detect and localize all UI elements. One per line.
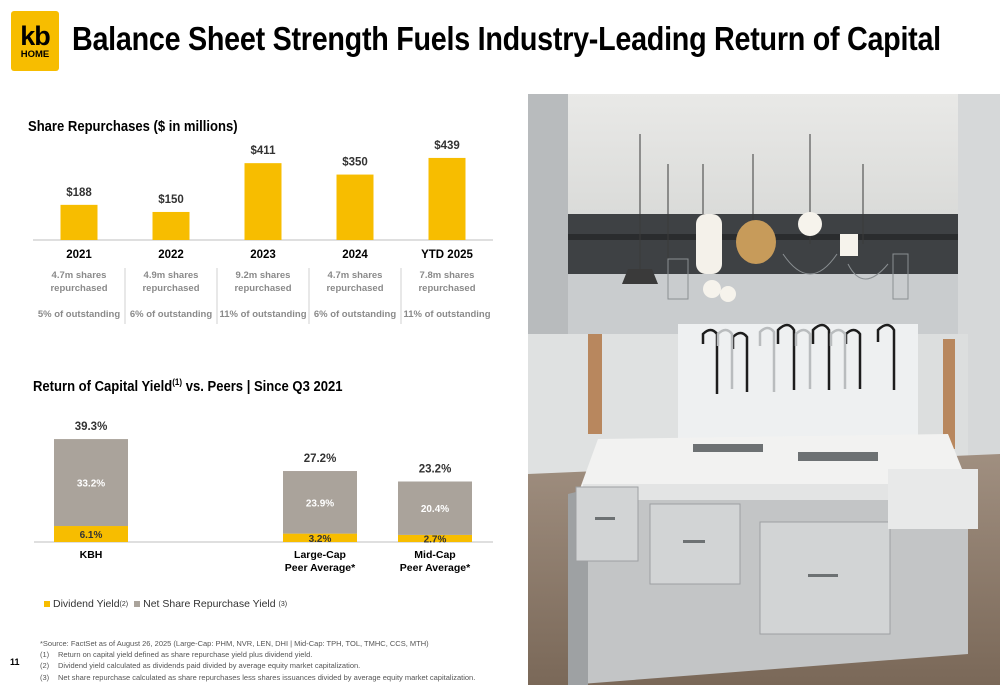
repurchase-category-label: 2022 xyxy=(158,249,184,261)
dividend-yield-bar xyxy=(283,533,357,542)
total-yield-label: 27.2% xyxy=(304,453,337,465)
repurchase-value-label: $439 xyxy=(434,140,460,152)
legend-dividend-swatch xyxy=(44,601,50,607)
repurchase-yield-label: 20.4% xyxy=(421,504,449,515)
dividend-yield-bar xyxy=(398,534,472,542)
legend-dividend-label: Dividend Yield xyxy=(53,598,120,610)
legend-dividend-footnote: (2) xyxy=(119,600,129,608)
repurchase-category-label: YTD 2025 xyxy=(421,249,473,261)
yield-chart-title: Return of Capital Yield(1) vs. Peers | S… xyxy=(33,377,342,395)
dividend-yield-bar xyxy=(54,526,128,542)
repurchase-value-label: $411 xyxy=(251,145,277,157)
footnote-number: (1) xyxy=(40,650,50,660)
legend-repurchase-label: Net Share Repurchase Yield xyxy=(143,598,276,610)
footnote-text: Return on capital yield defined as share… xyxy=(58,650,313,660)
kb-home-logo: kb HOME xyxy=(11,11,59,71)
dividend-yield-label: 6.1% xyxy=(80,530,103,541)
repurchase-chart-title: Share Repurchases ($ in millions) xyxy=(28,119,238,135)
page-title: Balance Sheet Strength Fuels Industry-Le… xyxy=(72,20,941,57)
shares-repurchased-line1: 4.9m shares xyxy=(144,270,199,281)
legend-repurchase-footnote: (3) xyxy=(278,600,288,608)
repurchase-value-label: $150 xyxy=(158,194,184,206)
logo-home-text: HOME xyxy=(20,48,50,60)
shares-repurchased-line1: 7.8m shares xyxy=(420,270,475,281)
footnote-3: (3) Net share repurchase calculated as sh… xyxy=(40,672,475,683)
shares-repurchased-line2: repurchased xyxy=(418,283,475,294)
repurchase-bar xyxy=(60,204,98,240)
legend-repurchase-swatch xyxy=(134,601,141,607)
repurchase-bar xyxy=(336,174,374,240)
yield-category-label: Peer Average* xyxy=(400,562,471,574)
repurchase-value-label: $188 xyxy=(66,187,92,199)
dividend-yield-label: 2.7% xyxy=(424,534,447,545)
repurchase-yield-bar xyxy=(54,439,128,527)
shares-repurchased-line2: repurchased xyxy=(50,283,107,294)
kitchen-showroom-photo xyxy=(528,94,1000,685)
yield-category-label: KBH xyxy=(80,549,103,561)
footnotes: *Source: FactSet as of August 26, 2025 (… xyxy=(40,638,475,683)
page-number: 11 xyxy=(10,657,20,667)
percent-outstanding-label: 11% of outstanding xyxy=(403,309,490,320)
footnote-2: (2) Dividend yield calculated as dividend… xyxy=(40,660,475,671)
repurchase-yield-label: 33.2% xyxy=(77,479,105,490)
percent-outstanding-label: 6% of outstanding xyxy=(314,309,397,320)
shares-repurchased-line2: repurchased xyxy=(142,283,199,294)
footnote-source: *Source: FactSet as of August 26, 2025 (… xyxy=(40,639,429,648)
footnote-text: Net share repurchase calculated as share… xyxy=(58,672,476,682)
logo-kb-text: kb xyxy=(20,20,50,51)
dividend-yield-label: 3.2% xyxy=(309,534,332,545)
shares-repurchased-line2: repurchased xyxy=(326,283,383,294)
shares-repurchased-line1: 4.7m shares xyxy=(52,270,107,281)
percent-outstanding-label: 11% of outstanding xyxy=(219,309,306,320)
percent-outstanding-label: 5% of outstanding xyxy=(38,309,121,320)
repurchase-category-label: 2024 xyxy=(342,249,368,261)
footnote-number: (2) xyxy=(40,661,50,671)
repurchase-bar xyxy=(152,211,190,240)
repurchase-bar xyxy=(244,163,282,240)
yield-category-label: Large-Cap xyxy=(294,549,346,561)
repurchase-value-label: $350 xyxy=(342,157,368,169)
yield-title-footnote: (1) xyxy=(172,377,183,387)
repurchase-category-label: 2021 xyxy=(66,249,92,261)
repurchase-bar xyxy=(428,157,466,240)
chart-legend: Dividend Yield (2) Net Share Repurchase Y… xyxy=(44,598,287,610)
shares-repurchased-line2: repurchased xyxy=(234,283,291,294)
percent-outstanding-label: 6% of outstanding xyxy=(130,309,213,320)
total-yield-label: 23.2% xyxy=(419,464,452,476)
shares-repurchased-line1: 9.2m shares xyxy=(236,270,291,281)
repurchase-yield-bar xyxy=(283,471,357,534)
yield-category-label: Mid-Cap xyxy=(414,549,455,561)
footnote-1: (1) Return on capital yield defined as sh… xyxy=(40,649,475,660)
footnote-number: (3) xyxy=(40,672,50,682)
repurchase-category-label: 2023 xyxy=(250,249,276,261)
shares-repurchased-line1: 4.7m shares xyxy=(328,270,383,281)
footnote-text: Dividend yield calculated as dividends p… xyxy=(58,661,361,671)
yield-category-label: Peer Average* xyxy=(285,562,356,574)
yield-title-main: Return of Capital Yield xyxy=(33,378,173,395)
repurchase-yield-bar xyxy=(398,481,472,535)
repurchase-yield-label: 23.9% xyxy=(306,498,334,509)
yield-title-rest: vs. Peers | Since Q3 2021 xyxy=(182,378,343,395)
total-yield-label: 39.3% xyxy=(75,421,108,433)
showroom-illustration xyxy=(528,94,1000,685)
